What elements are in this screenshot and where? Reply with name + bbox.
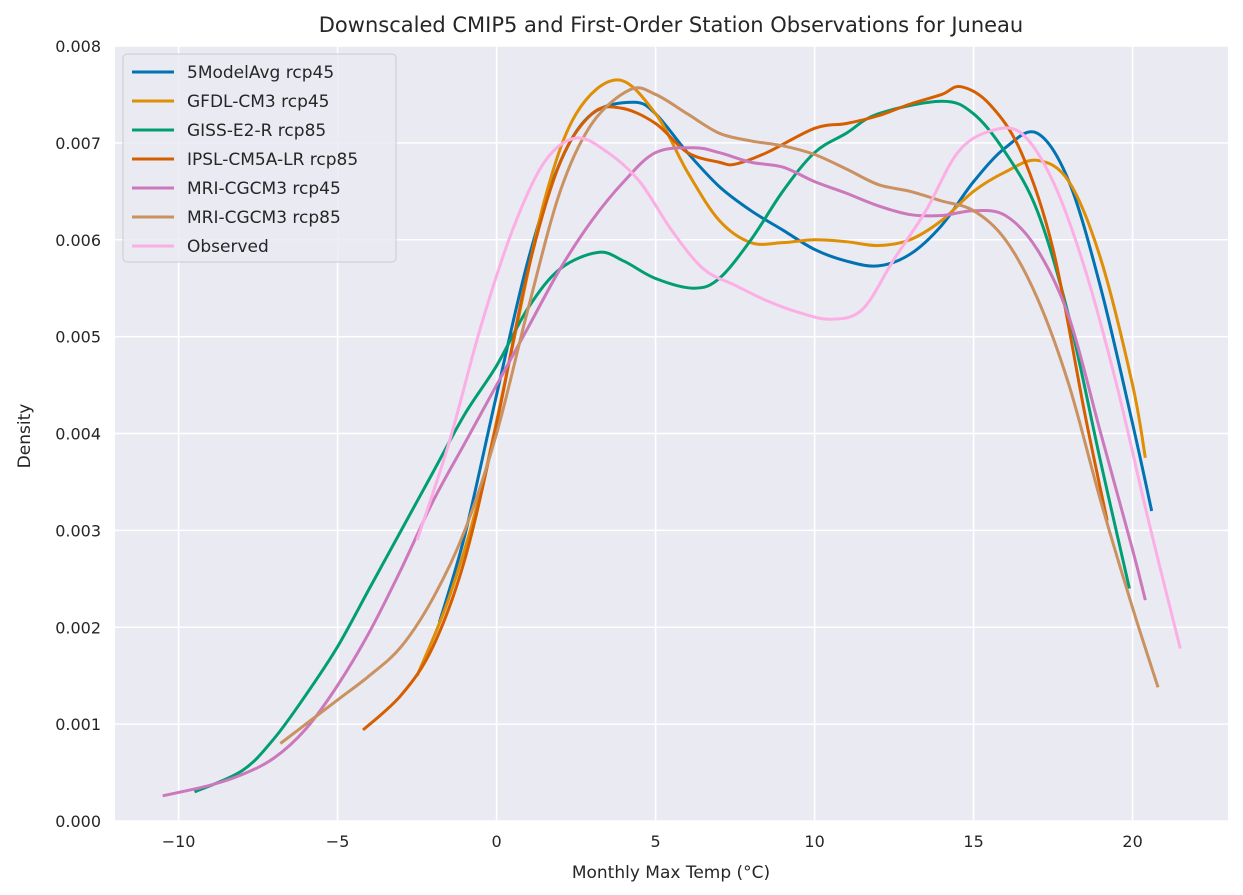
x-tick-label: 15 [963,832,983,851]
y-tick-label: 0.007 [55,134,101,153]
series-line-giss-e2-r-rcp85 [193,99,1131,794]
x-tick-label: 5 [651,832,661,851]
x-axis-title: Monthly Max Temp (°C) [572,863,770,883]
y-tick-label: 0.005 [55,328,101,347]
series-lines [162,78,1182,798]
legend-label: MRI-CGCM3 rcp85 [187,208,341,228]
legend-label: IPSL-CM5A-LR rcp85 [187,150,358,170]
x-tick-labels: −10 −5 0 5 10 15 20 [162,832,1143,851]
y-tick-label: 0.006 [55,231,101,250]
series-line-mri-cgcm3-rcp85 [279,86,1160,745]
series-line-5modelavg-rcp45 [437,100,1154,623]
y-tick-labels: 0.000 0.001 0.002 0.003 0.004 0.005 0.006 0.007… [55,37,101,831]
x-tick-label: −10 [162,832,196,851]
series-line-ipsl-cm5a-lr-rcp85 [362,84,1109,732]
chart-title: Downscaled CMIP5 and First-Order Station… [319,13,1023,37]
y-tick-label: 0.001 [55,715,101,734]
legend-label: 5ModelAvg rcp45 [187,63,334,83]
x-tick-label: 10 [804,832,824,851]
x-tick-label: 0 [492,832,502,851]
x-tick-label: −5 [326,832,350,851]
legend: 5ModelAvg rcp45 GFDL-CM3 rcp45 GISS-E2-R r… [122,53,397,263]
legend-box [122,53,397,263]
legend-label: GFDL-CM3 rcp45 [187,92,330,112]
legend-label: GISS-E2-R rcp85 [187,121,326,141]
y-tick-label: 0.004 [55,425,101,444]
y-axis-title: Density [15,404,35,469]
series-line-observed [415,126,1182,649]
series-line-mri-cgcm3-rcp45 [162,146,1147,798]
y-tick-label: 0.003 [55,521,101,540]
legend-label: Observed [187,237,269,257]
legend-label: MRI-CGCM3 rcp45 [187,179,341,199]
y-tick-label: 0.002 [55,618,101,637]
y-tick-label: 0.008 [55,37,101,56]
x-tick-label: 20 [1122,832,1142,851]
y-tick-label: 0.000 [55,812,101,831]
